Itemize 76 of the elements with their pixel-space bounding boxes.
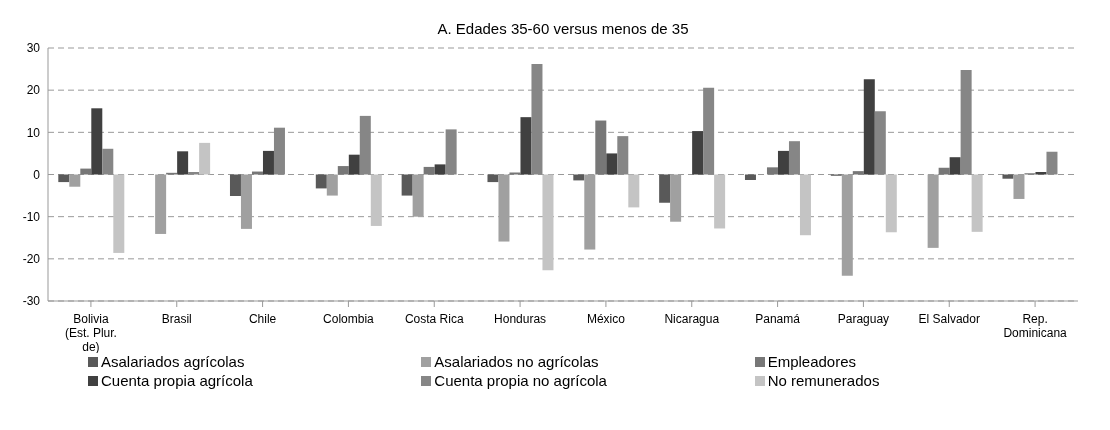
x-tick-label: El Salvador <box>918 312 980 326</box>
chart-title: A. Edades 35-60 versus menos de 35 <box>436 20 690 37</box>
bar <box>766 167 778 175</box>
bar <box>595 120 607 175</box>
bar <box>337 166 349 175</box>
bar <box>177 151 189 175</box>
bar <box>199 142 211 175</box>
y-tick-label: -10 <box>22 209 41 224</box>
bar <box>401 174 413 196</box>
legend-label: Asalariados no agrícolas <box>434 353 599 370</box>
legend-label: No remunerados <box>767 372 880 389</box>
bar <box>799 174 811 236</box>
bar <box>714 174 726 229</box>
x-tick-label: Rep. Dominicana <box>1003 312 1068 340</box>
x-tick-label: Nicaragua <box>664 312 720 326</box>
y-tick-label: -30 <box>22 294 41 309</box>
bar <box>659 174 671 203</box>
x-tick-label: Panamá <box>755 312 801 326</box>
bar <box>262 150 274 175</box>
bar <box>188 171 200 175</box>
bar <box>359 115 371 175</box>
x-tick-label: Brasil <box>161 312 192 326</box>
y-tick-label: -20 <box>22 252 41 267</box>
bar <box>617 136 629 175</box>
bar <box>434 164 446 175</box>
bar <box>542 174 554 271</box>
bar <box>874 111 886 175</box>
y-tick-label: 20 <box>26 83 41 98</box>
bar <box>58 174 70 183</box>
bar <box>315 174 327 189</box>
legend-label: Cuenta propia agrícola <box>101 372 253 389</box>
bar <box>703 87 715 175</box>
bar <box>520 117 532 175</box>
x-tick-label: Paraguay <box>837 312 890 326</box>
bar <box>102 148 114 175</box>
x-tick-label: Honduras <box>494 312 547 326</box>
bar <box>370 174 382 226</box>
y-tick-label: 30 <box>26 41 41 56</box>
x-tick-label: Costa Rica <box>404 312 464 326</box>
bar <box>938 167 950 175</box>
bar <box>1035 171 1047 175</box>
bar <box>1046 151 1058 175</box>
y-tick-label: 0 <box>33 167 41 182</box>
bar <box>91 108 103 175</box>
bar <box>960 69 972 175</box>
bar <box>1002 174 1014 179</box>
x-tick-label: Bolivia (Est. Plur. de) <box>64 312 117 354</box>
bar <box>863 79 875 175</box>
bar <box>229 174 241 197</box>
legend-label: Cuenta propia no agrícola <box>434 372 607 389</box>
bar <box>113 174 125 253</box>
bar <box>692 131 704 175</box>
bar <box>509 172 521 175</box>
bar <box>777 150 789 175</box>
bar <box>251 171 263 175</box>
x-tick-label: México <box>586 312 626 326</box>
bar <box>80 168 92 175</box>
bar <box>531 64 543 175</box>
bar <box>971 174 983 232</box>
x-tick-label: Colombia <box>323 312 375 326</box>
bar <box>852 171 864 175</box>
bar <box>949 157 961 175</box>
bar <box>487 174 499 183</box>
bar <box>273 127 285 175</box>
bar <box>445 129 457 175</box>
bar <box>744 174 756 180</box>
x-tick-label: Chile <box>248 312 277 326</box>
bar <box>628 174 640 208</box>
y-tick-label: 10 <box>26 125 41 140</box>
bar <box>423 166 435 175</box>
bar <box>788 141 800 175</box>
bar <box>348 154 360 175</box>
bar <box>606 153 618 175</box>
legend-label: Empleadores <box>767 353 857 370</box>
legend-label: Asalariados agrícolas <box>101 353 245 370</box>
bar <box>885 174 897 233</box>
